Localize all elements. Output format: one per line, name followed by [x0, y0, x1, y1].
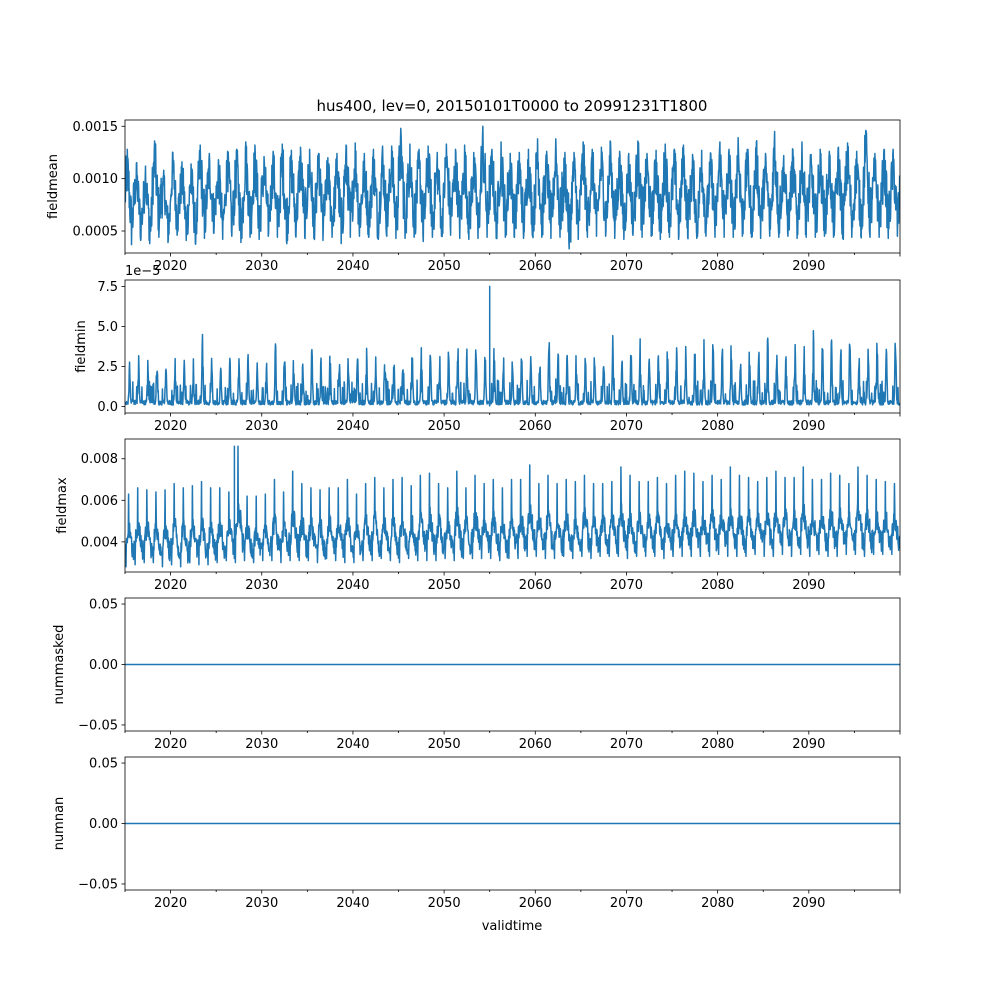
x-tick-label: 2070 [610, 737, 643, 752]
x-tick-label: 2040 [336, 578, 369, 593]
x-tick-label: 2020 [154, 259, 187, 274]
x-tick-label: 2090 [792, 737, 825, 752]
y-tick-label: 2.5 [97, 360, 118, 375]
y-tick-label: 0.008 [81, 452, 118, 467]
x-tick-label: 2030 [245, 419, 278, 434]
y-tick-label: 0.006 [81, 494, 118, 509]
x-tick-label: 2050 [428, 896, 461, 911]
panel-fieldmean: 0.0005 0.0010 0.0015 fieldmean 2020 2030 2040 2… [46, 119, 901, 274]
x-tick-label: 2050 [428, 578, 461, 593]
y-tick-label: 5.0 [97, 320, 118, 335]
x-tick-label: 2090 [792, 259, 825, 274]
x-tick-label: 2090 [792, 419, 825, 434]
x-tick-label: 2090 [792, 578, 825, 593]
y-axis-label-numnan: numnan [52, 797, 67, 851]
x-tick-label: 2050 [428, 259, 461, 274]
x-tick-label: 2030 [245, 259, 278, 274]
y-tick-label: 0.0010 [73, 172, 119, 187]
y-axis-label-fieldmax: fieldmax [55, 477, 70, 534]
panel-fieldmin: 0.0 2.5 5.0 7.5 1e−5 fieldmin 2020 2030 2040 2050… [74, 264, 901, 434]
y-axis-label-fieldmean: fieldmean [46, 154, 61, 219]
x-tick-label: 2040 [336, 259, 369, 274]
x-axis-label: validtime [482, 919, 543, 934]
y-tick-label: 0.00 [89, 658, 118, 673]
x-tick-label: 2070 [610, 259, 643, 274]
x-tick-label: 2040 [336, 896, 369, 911]
x-tick-label: 2080 [701, 259, 734, 274]
x-tick-label: 2070 [610, 419, 643, 434]
x-tick-label: 2050 [428, 419, 461, 434]
x-tick-label: 2070 [610, 578, 643, 593]
x-tick-label: 2040 [336, 737, 369, 752]
axes-frame-fieldmean [124, 119, 901, 254]
y-tick-label: 0.004 [81, 535, 118, 550]
x-tick-label: 2080 [701, 896, 734, 911]
x-tick-label: 2020 [154, 419, 187, 434]
y-tick-label: 0.0005 [73, 225, 119, 240]
x-tick-label: 2080 [701, 737, 734, 752]
y-axis-label-fieldmin: fieldmin [74, 320, 89, 373]
x-tick-label: 2040 [336, 419, 369, 434]
x-tick-label: 2030 [245, 578, 278, 593]
series-line-fieldmean [125, 125, 900, 250]
y-offset-label: 1e−5 [125, 264, 160, 279]
y-tick-label: 0.0015 [73, 120, 119, 135]
x-tick-label: 2060 [519, 259, 552, 274]
axes-frame-fieldmin [124, 279, 901, 414]
x-tick-label: 2030 [245, 737, 278, 752]
x-tick-label: 2060 [519, 578, 552, 593]
x-tick-label: 2050 [428, 737, 461, 752]
panel-numnan: −0.05 0.00 0.05 numnan 2020 2030 2040 2050 2060 2… [52, 757, 901, 911]
y-tick-label: −0.05 [78, 718, 118, 733]
series-line-fieldmax [125, 445, 900, 568]
x-tick-label: 2020 [154, 737, 187, 752]
y-axis-label-nummasked: nummasked [52, 625, 67, 705]
series-line-fieldmin [125, 285, 900, 407]
y-tick-label: −0.05 [78, 877, 118, 892]
x-tick-label: 2060 [519, 419, 552, 434]
x-tick-label: 2080 [701, 578, 734, 593]
panel-fieldmax: 0.004 0.006 0.008 fieldmax 2020 2030 2040 2050 2… [55, 438, 901, 593]
x-tick-label: 2020 [154, 896, 187, 911]
y-tick-label: 0.05 [89, 757, 118, 772]
x-tick-label: 2020 [154, 578, 187, 593]
panels: 0.0005 0.0010 0.0015 fieldmean 2020 2030 2040 2… [46, 119, 901, 911]
panel-nummasked: −0.05 0.00 0.05 nummasked 2020 2030 2040 2050 20… [52, 598, 901, 752]
x-tick-label: 2060 [519, 737, 552, 752]
x-tick-label: 2070 [610, 896, 643, 911]
x-tick-label: 2080 [701, 419, 734, 434]
y-tick-label: 0.05 [89, 598, 118, 613]
chart-title: hus400, lev=0, 20150101T0000 to 20991231… [317, 97, 708, 115]
axes-frame-fieldmax [124, 438, 901, 573]
x-tick-label: 2090 [792, 896, 825, 911]
y-tick-label: 0.00 [89, 817, 118, 832]
y-tick-label: 7.5 [97, 280, 118, 295]
y-tick-label: 0.0 [97, 400, 118, 415]
x-tick-label: 2060 [519, 896, 552, 911]
x-tick-label: 2030 [245, 896, 278, 911]
